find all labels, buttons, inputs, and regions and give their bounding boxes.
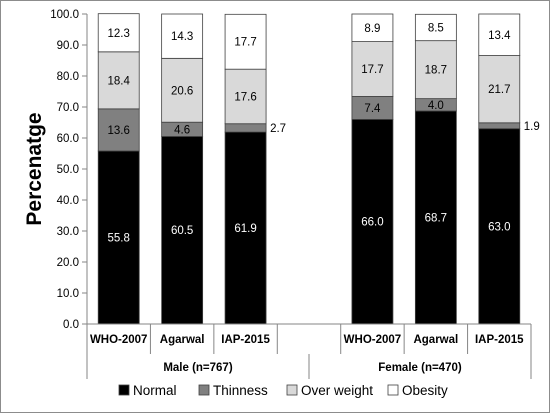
- x-category-label: WHO-2007: [344, 334, 402, 346]
- bar-segment: [478, 128, 521, 325]
- bar-segment: [414, 110, 457, 325]
- legend-swatch: [198, 384, 210, 396]
- legend-label: Thinness: [213, 383, 268, 398]
- y-tick-label: 20.0: [57, 257, 79, 269]
- data-label: 17.7: [234, 37, 256, 49]
- x-group-label: Male (n=767): [163, 362, 233, 374]
- data-label: 61.9: [234, 223, 256, 235]
- bar-segment: [161, 136, 204, 325]
- y-tick-label: 100.0: [50, 9, 79, 21]
- y-tick-label: 0.0: [63, 319, 79, 331]
- data-label: 66.0: [361, 217, 383, 229]
- legend: Normal Thinness Over weight Obesity: [118, 383, 448, 398]
- axes: [86, 14, 531, 325]
- x-category-label: Agarwal: [413, 334, 458, 346]
- y-tick-label: 40.0: [57, 195, 79, 207]
- y-tick-label: 90.0: [57, 40, 79, 52]
- data-label: 17.7: [361, 64, 383, 76]
- legend-swatch: [118, 384, 130, 396]
- x-category-label: Agarwal: [160, 334, 205, 346]
- bar-segment: [414, 13, 457, 42]
- bar-segment: [351, 41, 394, 97]
- bar-segment: [161, 57, 204, 123]
- bar-segment: [414, 40, 457, 100]
- legend-label: Normal: [133, 383, 177, 398]
- data-label: 1.9: [524, 121, 540, 133]
- y-tick-label: 80.0: [57, 71, 79, 83]
- data-label: 7.4: [364, 103, 381, 115]
- legend-label: Over weight: [301, 383, 373, 398]
- data-label: 20.6: [171, 85, 193, 97]
- data-label: 4.0: [428, 100, 444, 112]
- bars: 55.8 13.6 18.4 12.3 60.5 4.6 20.6 14.3 61.9 2.7 17…: [97, 13, 540, 325]
- legend-label: Obesity: [402, 383, 448, 398]
- bar-segment: [224, 123, 267, 133]
- bar-segment: [224, 131, 267, 325]
- y-tick-label: 30.0: [57, 226, 79, 238]
- bar-segment: [478, 122, 521, 130]
- x-category-label: WHO-2007: [90, 334, 148, 346]
- data-label: 18.4: [108, 75, 131, 87]
- bar-segment: [224, 68, 267, 125]
- x-axis-categories: WHO-2007 Agarwal IAP-2015 WHO-2007 Agarwal IA…: [86, 324, 532, 379]
- bar-segment: [224, 13, 267, 70]
- x-group-label: Female (n=470): [378, 362, 462, 374]
- y-axis-title: Percenatge: [23, 112, 46, 225]
- bar-segment: [351, 13, 394, 42]
- data-label: 17.6: [234, 91, 256, 103]
- data-label: 68.7: [425, 213, 447, 225]
- y-tick-label: 50.0: [57, 164, 79, 176]
- bar-segment: [478, 55, 521, 124]
- data-label: 21.7: [488, 84, 510, 96]
- y-tick-label: 70.0: [57, 102, 79, 114]
- legend-swatch: [387, 384, 399, 396]
- bar-segment: [161, 13, 204, 59]
- y-tick-label: 60.0: [57, 133, 79, 145]
- data-label: 60.5: [171, 225, 193, 237]
- bar-segment: [478, 13, 521, 56]
- data-label: 55.8: [108, 233, 130, 245]
- data-label: 12.3: [108, 28, 130, 40]
- data-label: 8.5: [428, 22, 444, 34]
- data-label: 2.7: [270, 123, 286, 135]
- bar-segment: [97, 13, 140, 53]
- data-label: 18.7: [425, 65, 447, 77]
- data-label: 8.9: [364, 23, 380, 35]
- y-tick-label: 10.0: [57, 288, 79, 300]
- data-label: 4.6: [174, 124, 190, 136]
- bar-segment: [97, 108, 140, 152]
- bar-segment: [351, 119, 394, 325]
- data-label: 13.4: [488, 30, 511, 42]
- x-category-label: IAP-2015: [221, 334, 270, 346]
- data-label: 14.3: [171, 31, 193, 43]
- data-label: 63.0: [488, 221, 510, 233]
- x-category-label: IAP-2015: [475, 334, 524, 346]
- legend-swatch: [286, 384, 298, 396]
- bar-segment: [97, 51, 140, 110]
- y-axis-ticks: 0.0 10.0 20.0 30.0 40.0 50.0 60.0 70.0 80.0 90.0 1…: [50, 9, 87, 331]
- bar-segment: [97, 150, 140, 325]
- data-label: 13.6: [108, 125, 130, 137]
